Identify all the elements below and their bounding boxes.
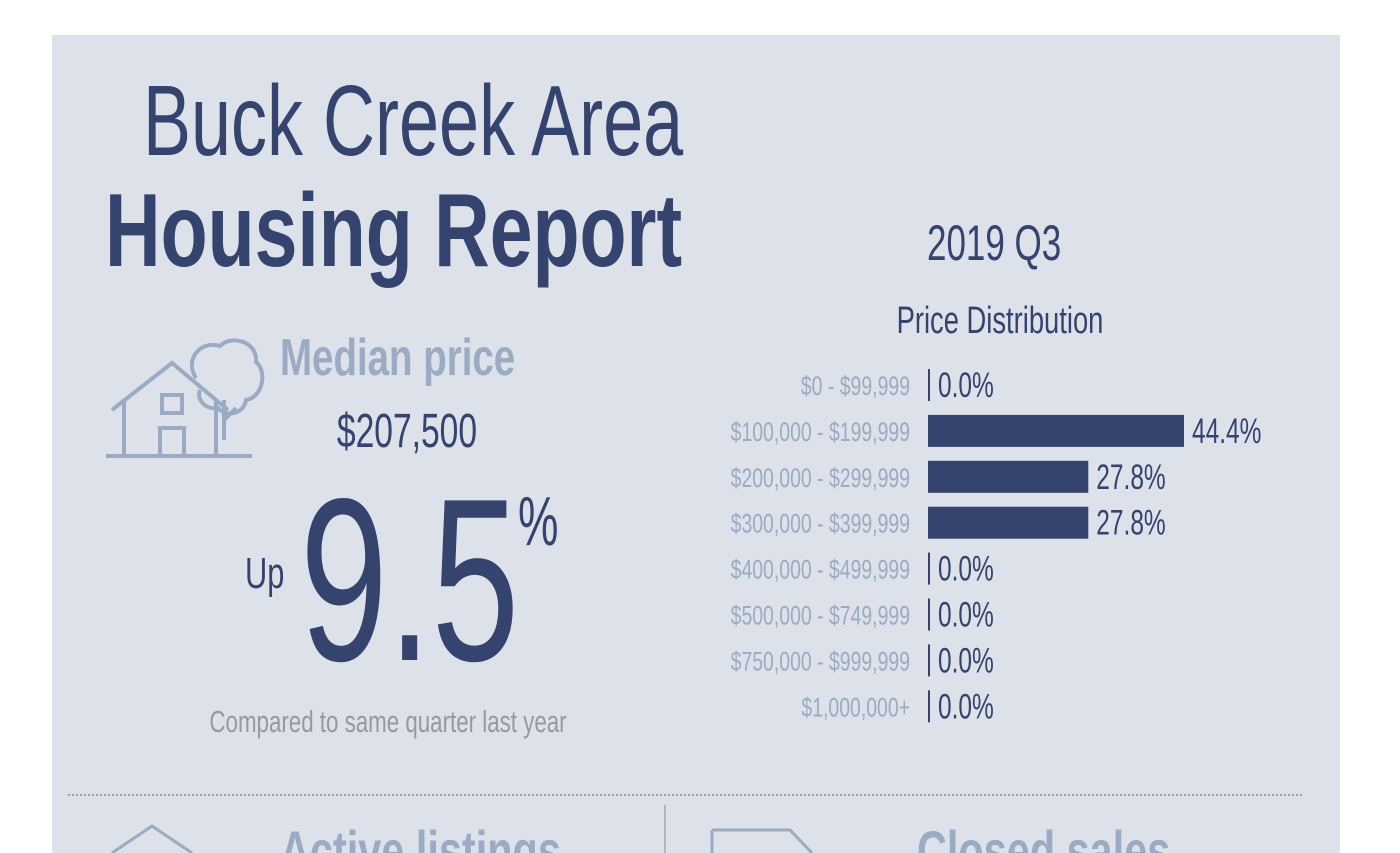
category-label-group: $300,000 - $399,999 (731, 509, 910, 539)
change-prefix: Up (245, 550, 284, 599)
change-note-group: Compared to same quarter last year (209, 704, 566, 738)
change-unit: % (518, 482, 558, 560)
value-label: 0.0% (938, 596, 994, 634)
value-label: 27.8% (1096, 505, 1165, 543)
value-label-group: 0.0% (938, 550, 994, 588)
category-label-group: $750,000 - $999,999 (731, 646, 910, 676)
title-line1: Buck Creek Area (143, 65, 684, 176)
chart-title-group: Price Distribution (897, 300, 1104, 342)
category-label: $1,000,000+ (801, 692, 910, 722)
category-label-group: $400,000 - $499,999 (731, 554, 910, 584)
category-label-group: $0 - $99,999 (801, 371, 910, 401)
category-label: $300,000 - $399,999 (731, 509, 910, 539)
bar (928, 506, 1089, 539)
value-label-group: 44.4% (1192, 413, 1261, 451)
change-note: Compared to same quarter last year (209, 704, 566, 738)
category-label-group: $500,000 - $749,999 (731, 600, 910, 630)
section-title-group: Closed sales (917, 820, 1170, 853)
house-icon (106, 338, 265, 458)
category-label: $100,000 - $199,999 (731, 417, 910, 447)
category-label-group: $1,000,000+ (801, 692, 910, 722)
category-label: $0 - $99,999 (801, 371, 910, 401)
change-unit-group: % (518, 482, 558, 560)
value-label: 0.0% (938, 367, 994, 405)
value-label-group: 0.0% (938, 367, 994, 405)
category-label-group: $200,000 - $299,999 (731, 463, 910, 493)
category-label-group: $100,000 - $199,999 (731, 417, 910, 447)
value-label: 44.4% (1192, 413, 1261, 451)
value-label: 0.0% (938, 642, 994, 680)
section-title: Closed sales (917, 820, 1170, 853)
title-line2-group: Housing Report (105, 173, 682, 289)
category-label: $400,000 - $499,999 (731, 554, 910, 584)
change-prefix-group: Up (245, 550, 284, 599)
value-label: 27.8% (1096, 459, 1165, 497)
bar (928, 460, 1089, 493)
median-value-group: $207,500 (337, 403, 477, 457)
period-group: 2019 Q3 (927, 216, 1061, 272)
value-label-group: 0.0% (938, 642, 994, 680)
value-label: 0.0% (938, 550, 994, 588)
section-title-group: Active listings (280, 820, 561, 853)
median-label-group: Median price (280, 328, 515, 386)
median-value: $207,500 (337, 403, 477, 457)
section-title: Active listings (280, 820, 561, 853)
title-line2: Housing Report (105, 173, 682, 289)
value-label-group: 0.0% (938, 688, 994, 726)
value-label: 0.0% (938, 688, 994, 726)
bar (928, 414, 1184, 447)
median-label: Median price (280, 328, 515, 386)
period: 2019 Q3 (927, 216, 1061, 272)
change-value-group: 9.5 (300, 451, 519, 711)
value-label-group: 0.0% (938, 596, 994, 634)
title-line1-group: Buck Creek Area (143, 65, 684, 176)
category-label: $750,000 - $999,999 (731, 646, 910, 676)
chart-title: Price Distribution (897, 300, 1104, 342)
category-label: $200,000 - $299,999 (731, 463, 910, 493)
value-label-group: 27.8% (1096, 505, 1165, 543)
value-label-group: 27.8% (1096, 459, 1165, 497)
change-value: 9.5 (300, 451, 519, 711)
category-label: $500,000 - $749,999 (731, 600, 910, 630)
section-icons (111, 824, 814, 853)
